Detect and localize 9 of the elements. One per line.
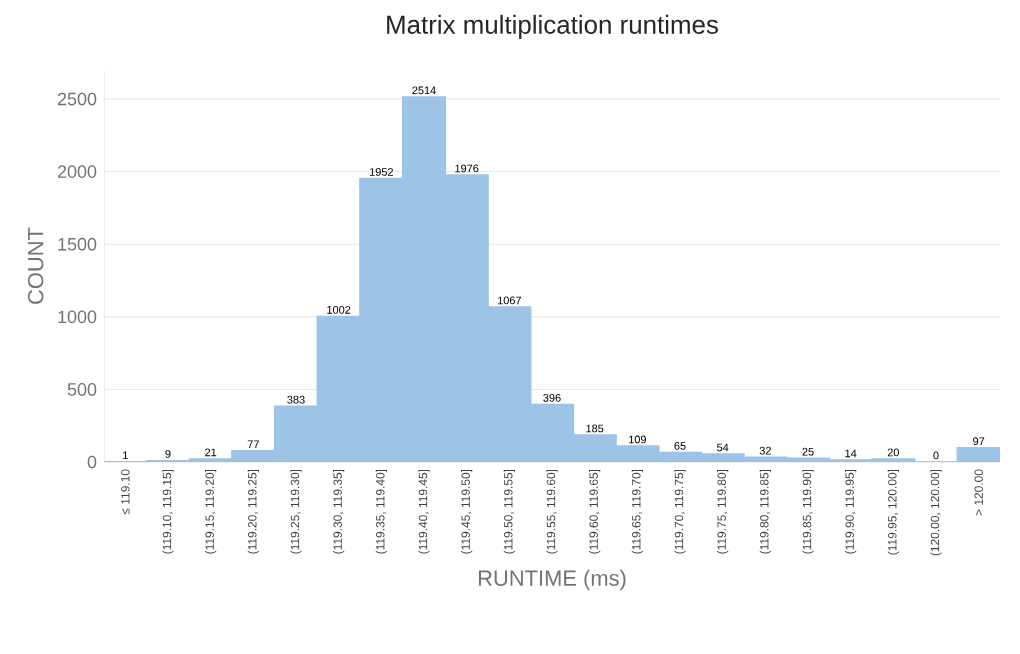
x-axis-title: RUNTIME (ms) [478, 569, 626, 591]
y-tick-label: 0 [87, 455, 97, 469]
y-tick-label: 1500 [58, 237, 97, 251]
y-tick-label: 1000 [58, 310, 97, 324]
chart-title: Matrix multiplication runtimes [387, 14, 718, 40]
y-tick-label: 2000 [57, 165, 97, 178]
y-tick-label: 500 [67, 383, 97, 396]
y-axis-title: COUNT [27, 227, 44, 304]
y-tick-label: 2500 [57, 92, 97, 106]
